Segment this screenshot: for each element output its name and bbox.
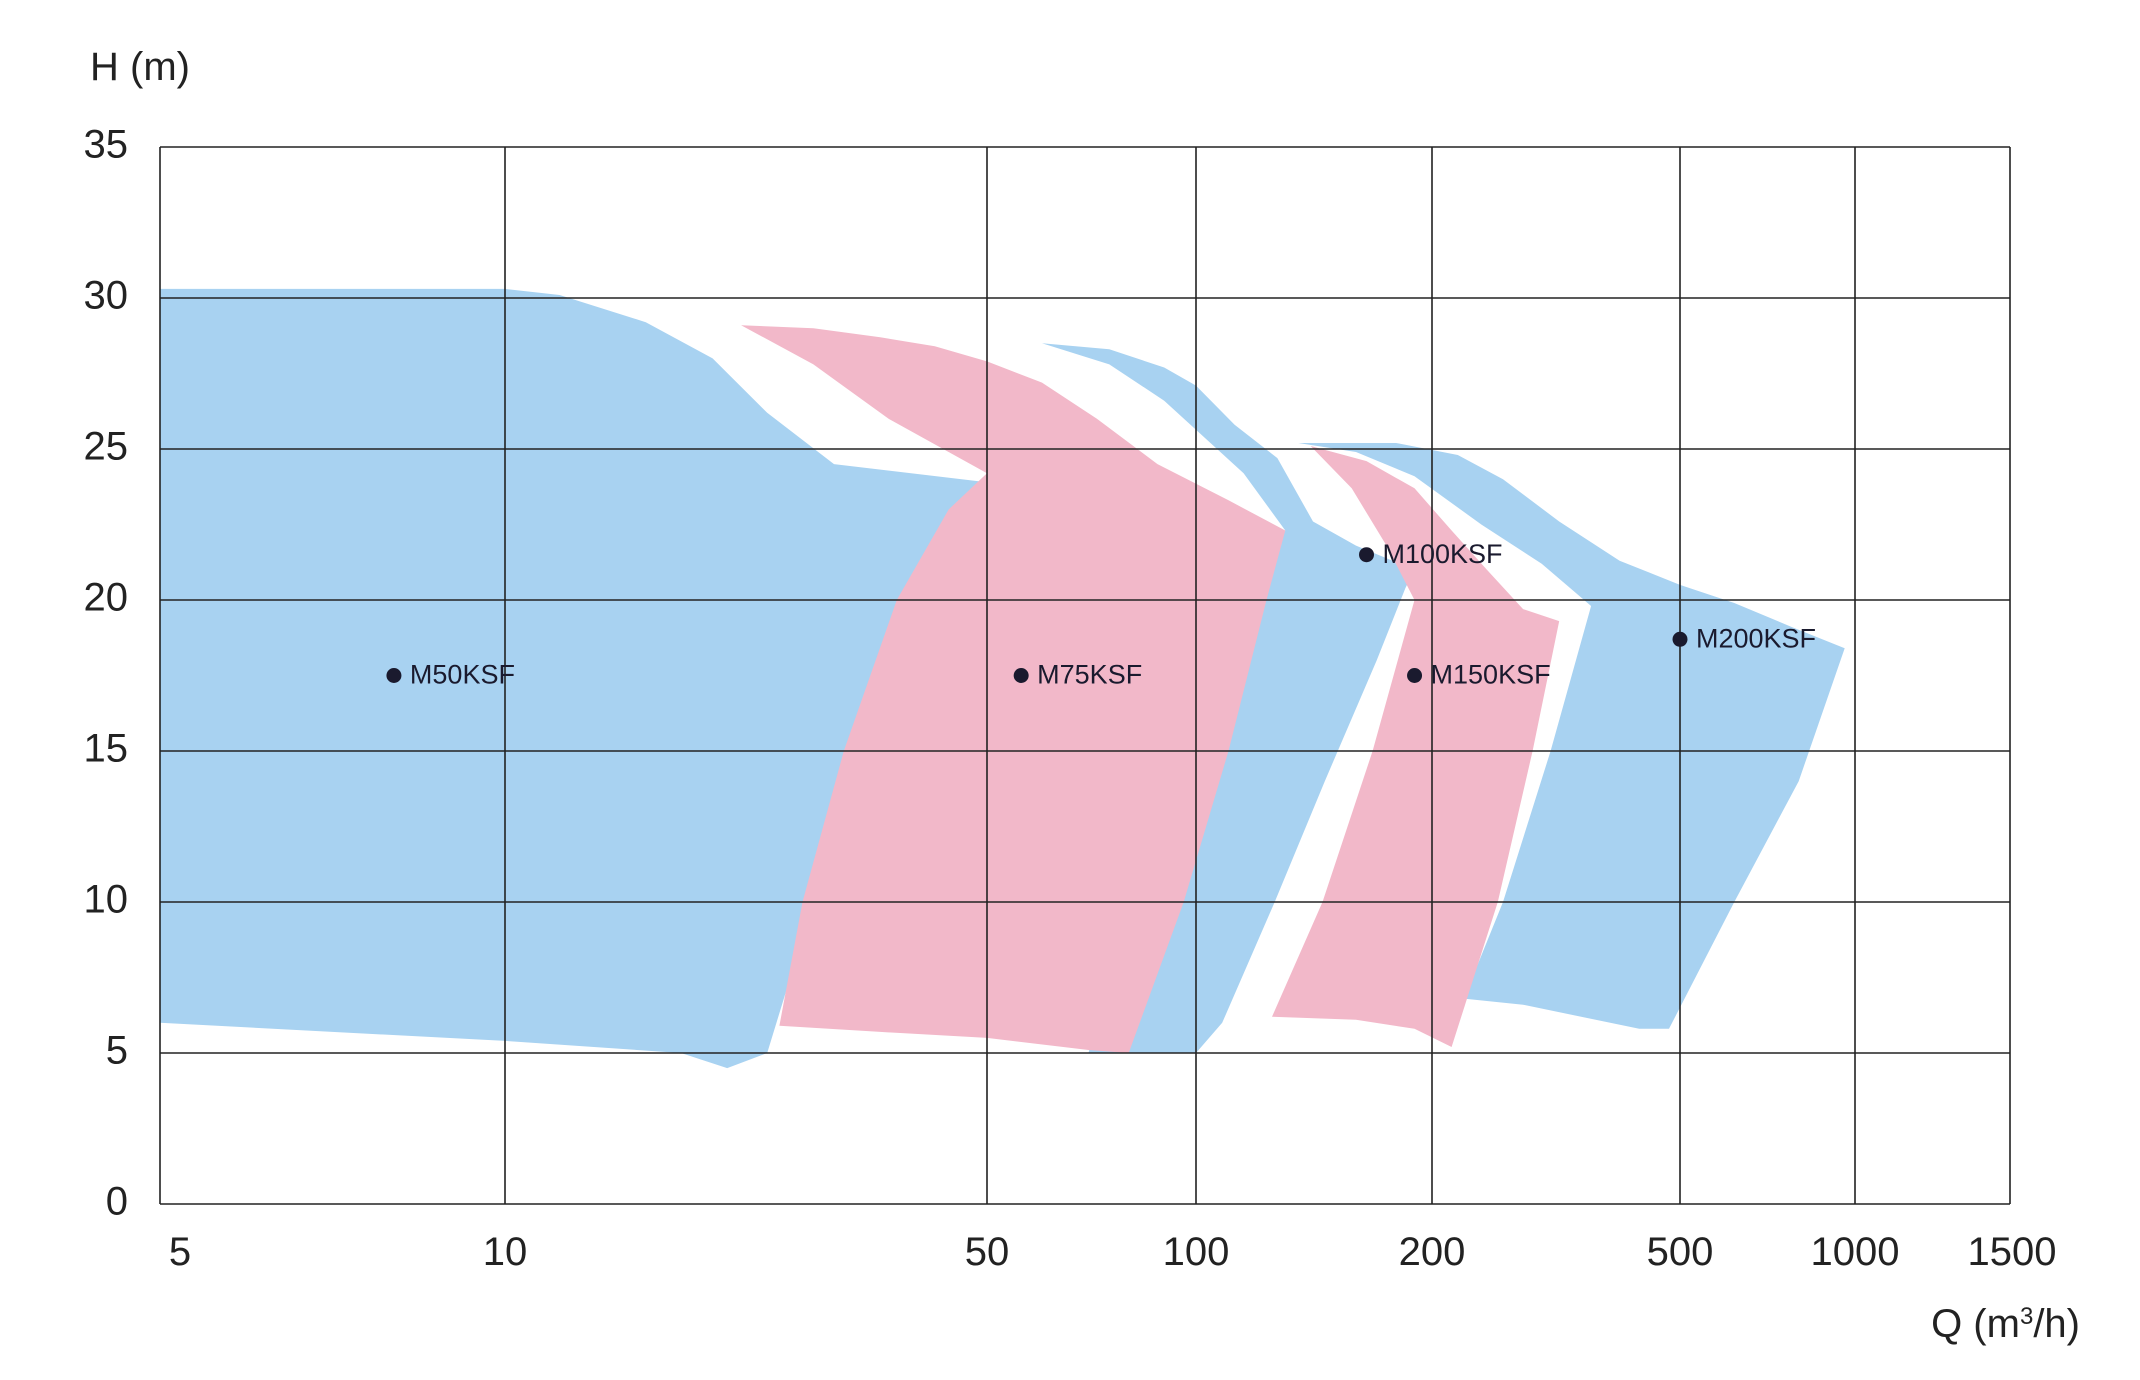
y-tick-label: 15 [84,727,129,771]
model-markers: M50KSF M100KSF M200KSF M75KSF M150KSF [386,539,1816,690]
coverage-areas [160,288,1845,1069]
area-m75ksf [741,325,1286,1053]
x-tick-label: 500 [1647,1230,1714,1274]
label-m150ksf: M150KSF [1431,660,1551,690]
marker-m150ksf [1407,668,1423,683]
x-tick-label: 200 [1399,1230,1466,1274]
x-axis-title-tail: /h) [2033,1302,2080,1346]
y-tick-label: 30 [84,274,129,318]
y-tick-label: 25 [84,425,129,469]
chart-grid [159,146,2011,1205]
y-tick-label: 5 [106,1029,128,1073]
marker-m200ksf [1672,631,1688,647]
x-tick-label: 1000 [1811,1230,1900,1274]
x-axis-title-superscript: 3 [2020,1303,2033,1330]
x-tick-label: 5 [169,1230,191,1274]
area-m200ksf [1298,443,1845,1029]
y-tick-label: 20 [84,576,129,620]
y-tick-label: 35 [84,123,129,167]
area-m150ksf [1272,446,1560,1047]
x-tick-label: 10 [483,1230,528,1274]
label-m200ksf: M200KSF [1696,623,1816,653]
y-axis-title: H (m) [90,45,190,89]
x-tick-label: 1500 [1968,1230,2057,1274]
label-m100ksf: M100KSF [1383,539,1503,569]
marker-m100ksf [1359,547,1375,563]
y-tick-label: 10 [84,878,129,922]
marker-m50ksf [386,668,402,683]
x-tick-label: 100 [1163,1230,1230,1274]
marker-m75ksf [1013,668,1029,683]
x-axis-title: Q (m3/h) [1931,1302,2080,1346]
x-axis-title-main: Q (m [1931,1302,2020,1346]
label-m75ksf: M75KSF [1037,660,1142,690]
area-m50ksf [160,288,987,1069]
label-m50ksf: M50KSF [410,660,515,690]
x-tick-label: 50 [965,1230,1010,1274]
y-tick-label: 0 [106,1180,128,1224]
